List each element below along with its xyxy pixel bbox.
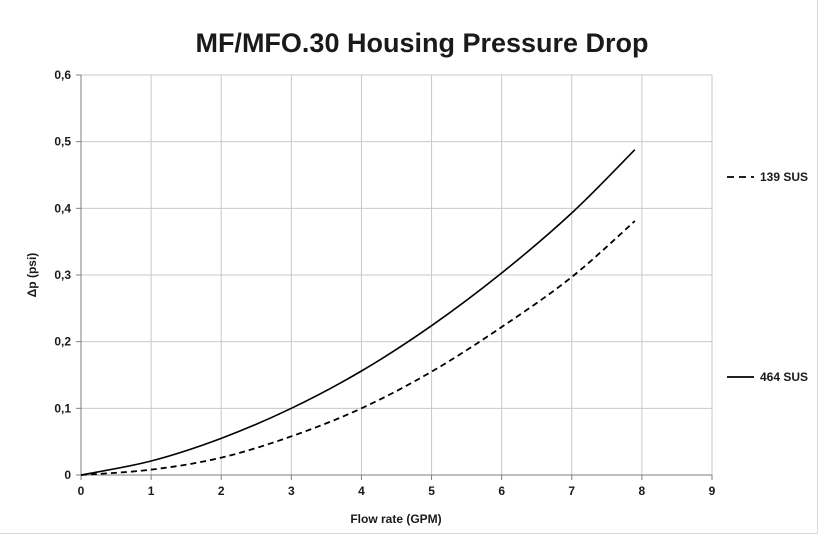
series-line-464-sus [80, 149, 636, 476]
legend-label-464-sus: 464 SUS [760, 370, 808, 384]
x-axis-label: Flow rate (GPM) [350, 512, 441, 526]
x-tick-label: 8 [639, 484, 646, 498]
y-tick-label: 0,5 [54, 135, 71, 149]
x-tick-label: 0 [78, 484, 85, 498]
legend-label-139-sus: 139 SUS [760, 170, 808, 184]
y-axis-label: Δp (psi) [25, 253, 39, 298]
x-tick-label: 6 [498, 484, 505, 498]
x-tick-label: 2 [218, 484, 225, 498]
axis-layer [76, 74, 713, 480]
x-tick-label: 1 [148, 484, 155, 498]
x-tick-label: 4 [358, 484, 365, 498]
y-tick-label: 0,4 [54, 201, 71, 215]
chart-title: MF/MFO.30 Housing Pressure Drop [195, 28, 648, 58]
series-layer [80, 149, 636, 476]
y-tick-label: 0,3 [54, 268, 71, 282]
grid-layer [81, 74, 713, 475]
y-tick-label: 0,6 [54, 68, 71, 82]
x-tick-label: 9 [709, 484, 716, 498]
x-tick-label: 3 [288, 484, 295, 498]
y-tick-label: 0,2 [54, 335, 71, 349]
legend: 139 SUS 464 SUS [727, 170, 808, 384]
y-tick-label: 0 [64, 468, 71, 482]
y-tick-label: 0,1 [54, 401, 71, 415]
tick-label-layer: 0 1 2 3 4 5 6 7 8 9 0 0,1 0,2 0,3 0,4 0,5 0,6 [54, 68, 715, 498]
x-tick-label: 7 [568, 484, 575, 498]
series-line-139-sus [80, 220, 636, 476]
x-tick-label: 5 [428, 484, 435, 498]
